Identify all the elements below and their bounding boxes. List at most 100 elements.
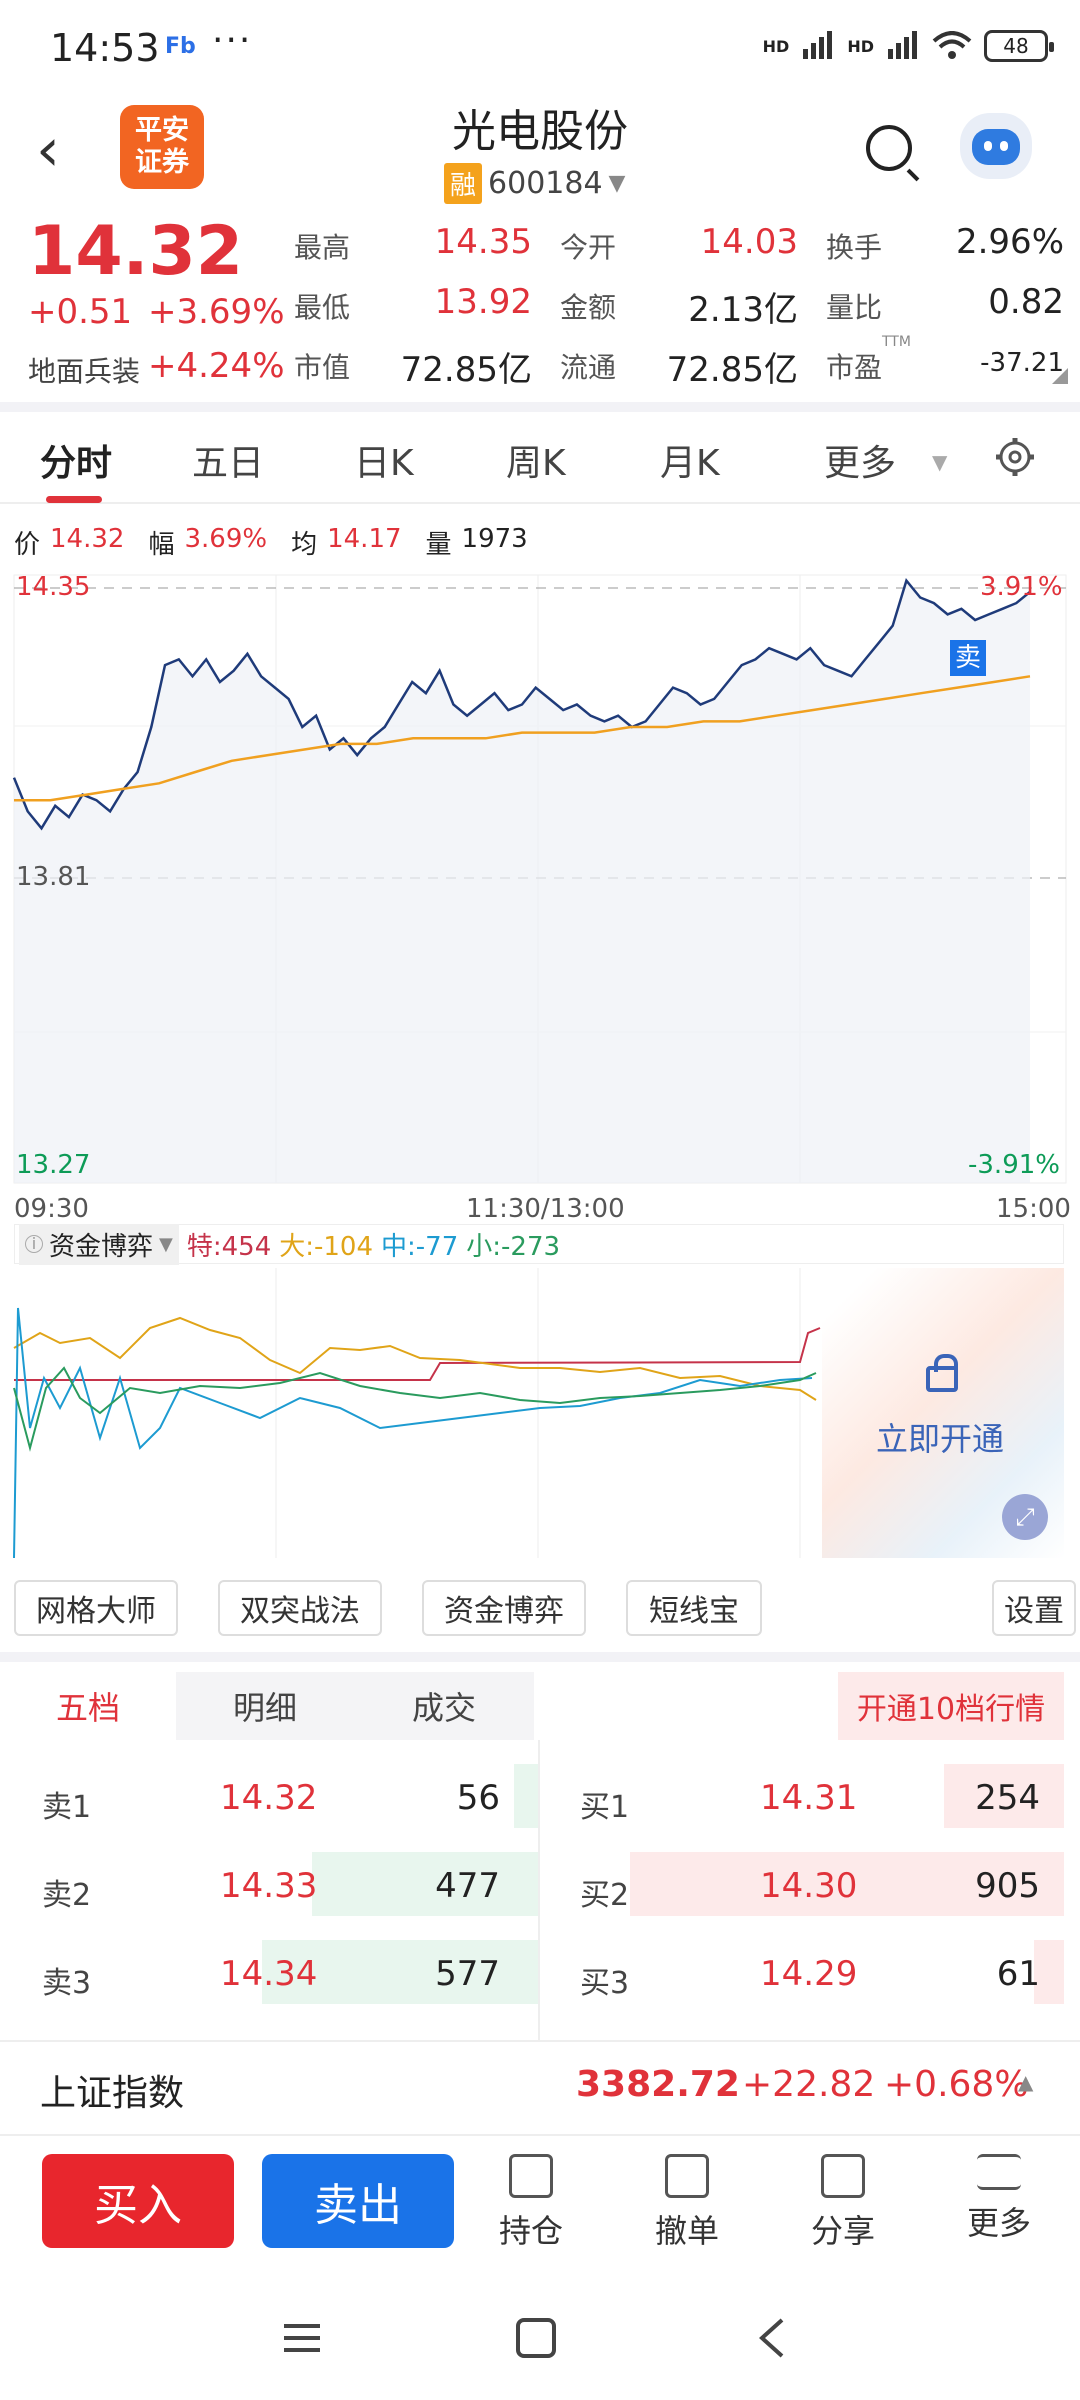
volume-bar xyxy=(630,1852,1064,1916)
assistant-robot-icon[interactable] xyxy=(960,113,1032,179)
sell-level-label: 卖3 xyxy=(42,1966,92,2001)
tool-settings-button[interactable]: 设置 xyxy=(992,1580,1076,1636)
tool-short-line[interactable]: 短线宝 xyxy=(626,1580,762,1636)
robot-eye-left xyxy=(984,141,992,151)
tab-trades[interactable]: 成交 xyxy=(354,1672,534,1740)
tab-weekly-k[interactable]: 周K xyxy=(506,443,566,484)
share-button[interactable]: 分享 xyxy=(788,2154,898,2252)
market-index-bar[interactable]: 上证指数 3382.72 +22.82 +0.68% ▲ xyxy=(0,2040,1080,2132)
quote-value: 13.92 xyxy=(434,282,532,322)
sell-level-label: 卖1 xyxy=(42,1790,92,1825)
sell-marker[interactable]: 卖 xyxy=(950,640,986,676)
tab-timeshare[interactable]: 分时 xyxy=(40,443,113,484)
tab-daily-k[interactable]: 日K xyxy=(354,443,414,484)
fund-flow-chart xyxy=(13,1268,821,1558)
home-nav-icon[interactable] xyxy=(514,2316,558,2360)
info-amp-label: 幅 xyxy=(148,530,175,560)
info-vol-label: 量 xyxy=(425,530,452,560)
intraday-chart[interactable] xyxy=(0,565,1080,1185)
tab-details[interactable]: 明细 xyxy=(176,1672,354,1740)
corner-triangle-icon xyxy=(1052,368,1068,384)
sector-label[interactable]: 地面兵装 xyxy=(28,355,141,388)
volume-bar xyxy=(312,1852,538,1916)
price-area-fill xyxy=(14,580,1030,1183)
menu-nav-icon[interactable] xyxy=(282,2318,322,2358)
info-price-label: 价 xyxy=(14,530,41,560)
upgrade-ten-levels-button[interactable]: 开通10档行情 xyxy=(838,1672,1064,1740)
unlock-button[interactable]: 立即开通 xyxy=(876,1420,1005,1458)
positions-icon xyxy=(509,2154,553,2198)
flow-line-te xyxy=(14,1327,821,1381)
more-dropdown-icon[interactable]: ▼ xyxy=(932,450,948,474)
quote-value: 14.35 xyxy=(434,222,532,262)
volume-bar xyxy=(944,1764,1064,1828)
x-axis-end: 15:00 xyxy=(996,1194,1071,1224)
chevron-down-icon: ▼ xyxy=(159,1233,173,1255)
broker-logo[interactable]: 平安 证券 xyxy=(120,105,204,189)
price-line xyxy=(12,577,1031,831)
battery-icon: 48 xyxy=(984,30,1054,62)
expand-icon[interactable]: ⤢ xyxy=(1002,1494,1048,1540)
sell-price: 14.34 xyxy=(220,1954,318,1994)
robot-eye-right xyxy=(1000,141,1008,151)
sell-button[interactable]: 卖出 xyxy=(262,2154,454,2248)
quote-value: 2.96% xyxy=(955,222,1064,262)
margin-badge: 融 xyxy=(444,163,483,204)
tab-five-levels[interactable]: 五档 xyxy=(55,1689,120,1727)
indicator-name: 资金博弈 xyxy=(49,1231,154,1262)
quote-label: 金额 xyxy=(560,291,617,324)
quote-label: 流通 xyxy=(560,351,617,384)
crosshair-info-row: 价 14.32 幅 3.69% 均 14.17 量 1973 xyxy=(14,524,528,561)
stock-name: 光电股份 xyxy=(452,106,628,157)
sell-price: 14.33 xyxy=(220,1866,318,1906)
pct-axis-top: 3.91% xyxy=(980,572,1063,602)
search-icon[interactable] xyxy=(866,125,912,171)
more-label: 更多 xyxy=(966,2204,1031,2242)
system-nav-bar xyxy=(0,2280,1080,2400)
tool-grid-master[interactable]: 网格大师 xyxy=(14,1580,178,1636)
positions-button[interactable]: 持仓 xyxy=(476,2154,586,2252)
indicator-selector[interactable]: i 资金博弈 ▼ xyxy=(19,1223,179,1265)
cancel-order-icon xyxy=(665,2154,709,2198)
price-change: +0.51 xyxy=(28,292,133,332)
info-avg-label: 均 xyxy=(291,530,318,560)
x-axis-mid: 11:30/13:00 xyxy=(466,1194,625,1224)
app-notification-icon: Fb xyxy=(165,34,196,59)
back-arrow-icon[interactable]: ‹ xyxy=(36,115,60,185)
sector-change: +4.24% xyxy=(148,346,285,386)
app-header: ‹ 平安 证券 光电股份 融 600184 ▼ xyxy=(0,95,1080,210)
buy-volume: 905 xyxy=(975,1866,1040,1906)
pct-axis-bottom: -3.91% xyxy=(968,1150,1060,1180)
gear-icon[interactable] xyxy=(994,436,1036,478)
cancel-order-button[interactable]: 撤单 xyxy=(632,2154,742,2252)
back-nav-icon[interactable] xyxy=(752,2316,792,2360)
sell-volume: 56 xyxy=(456,1778,500,1818)
sell-marker-label: 卖 xyxy=(954,643,981,673)
buy-button[interactable]: 买入 xyxy=(42,2154,234,2248)
logo-line-1: 平安 xyxy=(135,115,189,146)
price-change-pct: +3.69% xyxy=(148,292,285,332)
indicator-zhong: 中:-77 xyxy=(381,1231,459,1262)
tab-monthly-k[interactable]: 月K xyxy=(660,443,720,484)
share-label: 分享 xyxy=(810,2212,875,2250)
volume-bar xyxy=(1034,1940,1064,2004)
status-bar: 14:53 Fb ··· HD HD 48 xyxy=(0,0,1080,100)
active-tab-indicator xyxy=(46,496,102,503)
signal-hd-label-1: HD xyxy=(762,36,790,56)
quote-value: 72.85亿 xyxy=(400,350,532,390)
indicator-header: i 资金博弈 ▼ 特:454 大:-104 中:-77 小:-273 xyxy=(14,1223,1064,1265)
chevron-up-icon[interactable]: ▲ xyxy=(1018,2070,1034,2094)
signal-icon xyxy=(803,31,833,59)
quote-value: 14.03 xyxy=(700,222,798,262)
tab-more[interactable]: 更多 xyxy=(824,443,897,484)
tab-five-day[interactable]: 五日 xyxy=(192,443,265,484)
quote-label: 市值 xyxy=(294,351,351,384)
sell-level-label: 卖2 xyxy=(42,1878,92,1913)
stock-code-row[interactable]: 融 600184 ▼ xyxy=(444,163,625,204)
tool-double-breakout[interactable]: 双突战法 xyxy=(218,1580,382,1636)
quote-label: 最低 xyxy=(294,291,351,324)
more-button[interactable]: 更多 xyxy=(944,2154,1054,2244)
orderbook-tabs: 五档 明细 成交 开通10档行情 xyxy=(0,1672,1080,1740)
tool-fund-game[interactable]: 资金博弈 xyxy=(422,1580,586,1636)
signal-hd-label-2: HD xyxy=(847,36,874,56)
